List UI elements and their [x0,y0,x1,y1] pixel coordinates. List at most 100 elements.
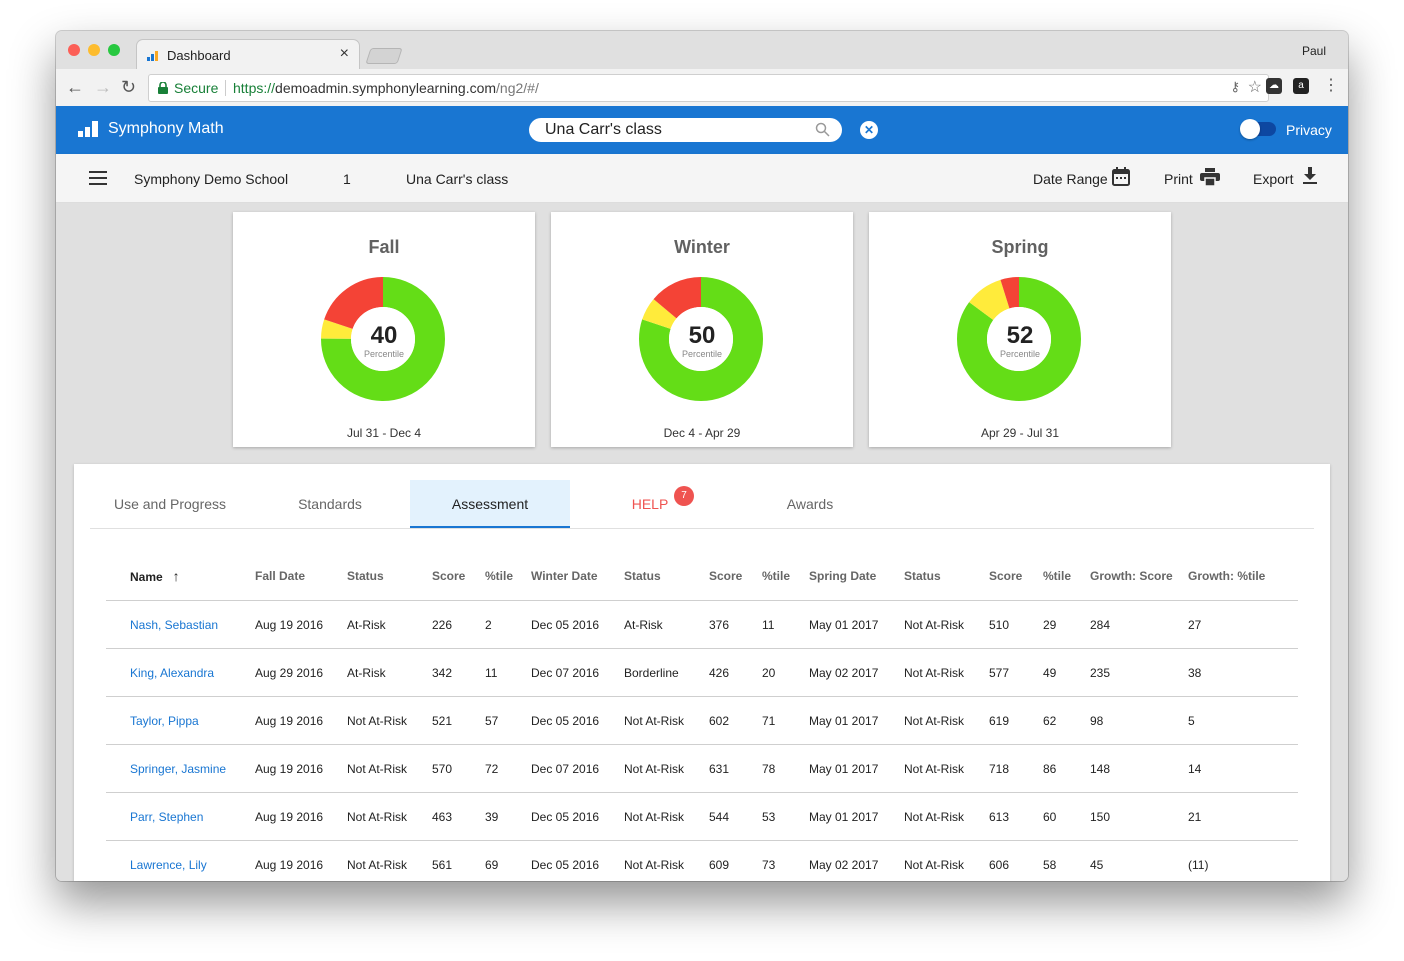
download-icon[interactable] [1302,167,1318,185]
browser-menu-icon[interactable]: ⋮ [1323,77,1339,94]
table-cell: Dec 05 2016 [531,840,624,881]
student-name-link[interactable]: Parr, Stephen [106,792,255,841]
cloud-extension-icon[interactable]: ☁ [1266,78,1282,94]
column-header[interactable]: Score [432,552,485,601]
column-header[interactable]: Status [624,552,709,601]
student-name-link[interactable]: Lawrence, Lily [106,840,255,881]
table-cell: 5 [1188,696,1298,745]
close-tab-icon[interactable]: × [339,45,349,62]
hamburger-menu-icon[interactable] [89,171,107,185]
table-cell: 510 [989,600,1043,649]
table-cell: Dec 07 2016 [531,744,624,793]
column-header[interactable]: Spring Date [809,552,904,601]
table-cell: 71 [762,696,809,745]
column-header[interactable]: Status [347,552,432,601]
column-header[interactable]: Fall Date [255,552,347,601]
sort-arrow-up-icon[interactable]: ↑ [168,568,180,584]
search-icon[interactable] [815,122,830,137]
column-header[interactable]: Winter Date [531,552,624,601]
close-window-button[interactable] [68,44,80,56]
column-header-label: Name [130,570,163,584]
column-header-label: Status [624,569,661,583]
new-tab-button[interactable] [365,48,403,64]
minimize-window-button[interactable] [88,44,100,56]
column-header[interactable]: Growth: Score [1090,552,1188,601]
student-name-link[interactable]: King, Alexandra [106,648,255,697]
column-header-label: Growth: Score [1090,569,1173,583]
reload-icon[interactable]: ↻ [121,77,137,97]
column-header[interactable]: Score [989,552,1043,601]
table-cell: Not At-Risk [904,648,989,697]
date-range-label: Jul 31 - Dec 4 [346,426,422,440]
table-cell: 342 [432,648,485,697]
column-header[interactable]: Name ↑ [106,552,255,601]
help-count-badge: 7 [674,486,694,506]
tab-label: Assessment [451,496,529,512]
percentile-donut-chart [957,277,1081,401]
student-name-link[interactable]: Springer, Jasmine [106,744,255,793]
column-header[interactable]: Score [709,552,762,601]
profile-name[interactable]: Paul [1301,44,1326,58]
student-name-link[interactable]: Taylor, Pippa [106,696,255,745]
column-header[interactable]: %tile [485,552,531,601]
breadcrumb-class[interactable]: Una Carr's class [406,171,509,187]
season-card-fall: Fall 40 Percentile Jul 31 - Dec 4 [233,212,535,447]
donut-hole [351,307,415,371]
printer-icon[interactable] [1200,168,1220,186]
clear-search-icon[interactable]: ✕ [860,121,878,139]
column-header[interactable]: %tile [1043,552,1090,601]
column-header[interactable]: Status [904,552,989,601]
address-bar[interactable]: Secure https://demoadmin.symphonylearnin… [148,74,1269,102]
forward-arrow-icon[interactable]: → [94,77,112,97]
table-cell: Dec 05 2016 [531,600,624,649]
print-button[interactable]: Print [1164,171,1193,187]
table-cell: Not At-Risk [347,840,432,881]
table-cell: At-Risk [347,600,432,649]
app-header: Symphony Math Una Carr's class ✕ Privacy [56,106,1348,154]
column-header[interactable]: Growth: %tile [1188,552,1298,601]
back-arrow-icon[interactable]: ← [66,77,84,97]
column-header-label: Status [347,569,384,583]
column-header-label: Status [904,569,941,583]
table-cell: 544 [709,792,762,841]
calendar-icon[interactable] [1112,167,1130,186]
tab-help[interactable]: HELP 7 [570,480,730,528]
column-header-label: Score [989,569,1023,583]
privacy-toggle[interactable] [1240,119,1276,139]
table-cell: 14 [1188,744,1298,793]
column-header[interactable]: %tile [762,552,809,601]
date-range-button[interactable]: Date Range [1033,171,1108,187]
export-button[interactable]: Export [1253,171,1294,187]
browser-tab-dashboard[interactable]: Dashboard × [136,39,360,71]
symphony-logo-icon [78,121,98,137]
date-range-label: Apr 29 - Jul 31 [980,426,1060,440]
data-panel: Use and Progress Standards Assessment HELP 7… [74,464,1330,881]
table-cell: Aug 19 2016 [255,840,347,881]
donut-segment-red [321,277,445,401]
breadcrumb-grade[interactable]: 1 [343,171,351,187]
tab-assessment[interactable]: Assessment [410,480,570,528]
class-search-input[interactable]: Una Carr's class [529,118,842,142]
table-cell: 49 [1043,648,1090,697]
column-header-label: %tile [485,569,514,583]
percentile-value: 52 [1006,322,1034,349]
browser-window: Dashboard × Paul ← → ↻ Secure https://de… [56,31,1348,881]
table-cell: Aug 19 2016 [255,792,347,841]
tab-awards[interactable]: Awards [730,480,890,528]
key-icon[interactable]: ⚷ [1230,79,1240,94]
breadcrumb-school[interactable]: Symphony Demo School [134,171,289,187]
donut-hole [987,307,1051,371]
tab-standards[interactable]: Standards [250,480,410,528]
bookmark-star-icon[interactable]: ☆ [1247,79,1262,96]
maximize-window-button[interactable] [108,44,120,56]
amazon-extension-icon[interactable]: a [1293,78,1309,94]
table-cell: 463 [432,792,485,841]
student-name-link[interactable]: Nash, Sebastian [106,600,255,649]
table-cell: May 02 2017 [809,648,904,697]
table-cell: 11 [485,648,531,697]
column-header-label: Growth: %tile [1188,569,1266,583]
table-cell: 38 [1188,648,1298,697]
table-cell: 619 [989,696,1043,745]
tab-use-and-progress[interactable]: Use and Progress [90,480,250,528]
table-cell: Not At-Risk [624,840,709,881]
